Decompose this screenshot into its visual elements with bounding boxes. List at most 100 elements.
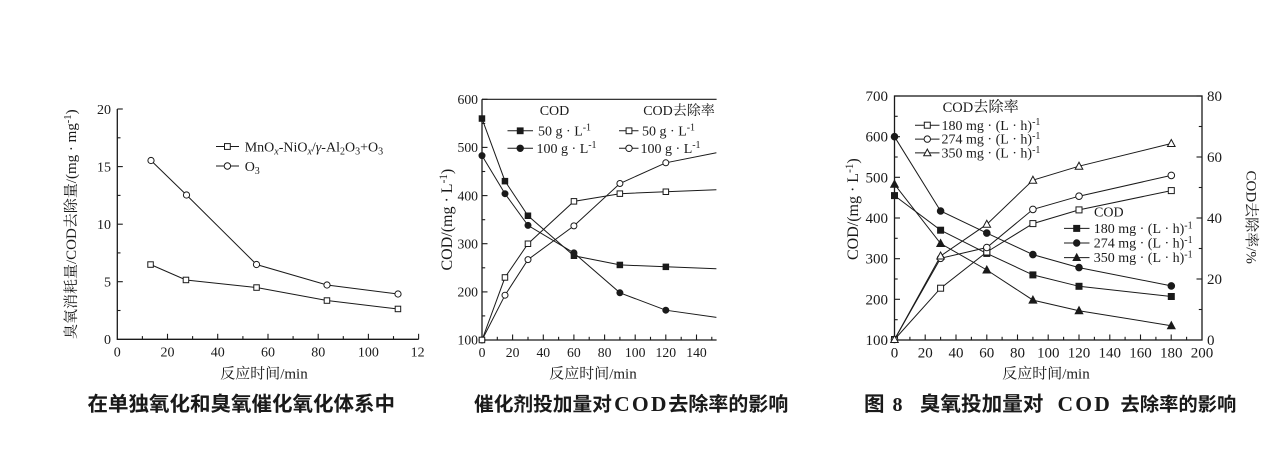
svg-text:COD: COD	[540, 104, 570, 119]
svg-text:0: 0	[104, 333, 111, 348]
svg-text:-1: -1	[63, 114, 74, 123]
svg-text:100: 100	[457, 333, 478, 348]
svg-text:-1: -1	[1032, 145, 1040, 156]
svg-text:0: 0	[479, 345, 486, 360]
svg-text:·: ·	[1009, 133, 1021, 148]
svg-text:·: ·	[1136, 251, 1148, 266]
svg-text:·: ·	[1161, 251, 1173, 266]
svg-text:COD/(mg: COD/(mg	[845, 196, 862, 260]
svg-text:mg: mg	[64, 123, 80, 143]
svg-text:h): h)	[1173, 251, 1185, 266]
svg-text:80: 80	[1207, 89, 1222, 105]
svg-text:/COD: /COD	[64, 228, 80, 264]
svg-text:3: 3	[378, 147, 383, 158]
svg-text:COD: COD	[643, 104, 673, 119]
svg-text:40: 40	[211, 346, 225, 361]
svg-text:180 mg: 180 mg	[942, 119, 984, 134]
svg-text:·: ·	[672, 142, 684, 157]
svg-text:200: 200	[457, 285, 478, 300]
svg-text:500: 500	[866, 170, 889, 186]
svg-text:400: 400	[866, 211, 889, 227]
svg-text:-1: -1	[844, 164, 856, 173]
svg-text:60: 60	[1207, 150, 1222, 166]
svg-text:x: x	[273, 147, 279, 158]
svg-text:COD: COD	[1094, 206, 1124, 221]
svg-text:600: 600	[457, 92, 478, 107]
svg-text:·: ·	[1136, 237, 1148, 252]
svg-text:·: ·	[64, 142, 80, 155]
svg-text:·: ·	[1009, 147, 1021, 162]
svg-text:L: L	[439, 183, 456, 193]
svg-text:100: 100	[358, 346, 379, 361]
svg-text:): )	[64, 109, 80, 114]
svg-text:(L: (L	[996, 119, 1009, 134]
svg-text:40: 40	[949, 345, 964, 361]
svg-text:40: 40	[1207, 211, 1222, 227]
svg-text:L: L	[678, 124, 687, 139]
svg-text:COD: COD	[1058, 392, 1113, 416]
svg-text:140: 140	[1099, 345, 1122, 361]
svg-text:h): h)	[1020, 119, 1032, 134]
svg-text:L: L	[845, 173, 862, 183]
svg-text:80: 80	[598, 345, 612, 360]
svg-text:20: 20	[506, 345, 520, 360]
svg-text:20: 20	[97, 103, 111, 118]
svg-text:x: x	[307, 147, 313, 158]
svg-text:100: 100	[866, 333, 889, 349]
svg-text:350 mg: 350 mg	[942, 147, 984, 162]
svg-text:/: /	[312, 140, 316, 155]
svg-text:O: O	[245, 160, 255, 175]
svg-text:): )	[845, 158, 862, 163]
svg-text:h): h)	[1173, 237, 1185, 252]
svg-text:3: 3	[355, 147, 360, 158]
svg-text:L: L	[580, 142, 589, 157]
svg-text:-1: -1	[1032, 131, 1040, 142]
svg-text:3: 3	[255, 166, 260, 177]
svg-text:700: 700	[866, 89, 889, 105]
svg-text:140: 140	[686, 345, 707, 360]
svg-text:15: 15	[97, 160, 111, 175]
svg-text:274 mg: 274 mg	[1094, 237, 1136, 252]
svg-text:100: 100	[1037, 345, 1060, 361]
svg-text:COD: COD	[1243, 171, 1259, 203]
svg-text:600: 600	[866, 130, 889, 146]
svg-text:300: 300	[457, 236, 478, 251]
svg-text:100: 100	[625, 345, 646, 360]
svg-text:120: 120	[656, 345, 677, 360]
svg-text:/min: /min	[1062, 367, 1090, 383]
svg-text:O: O	[345, 140, 355, 155]
svg-text:20: 20	[161, 346, 175, 361]
svg-text:300: 300	[866, 252, 889, 268]
svg-text:·: ·	[1009, 119, 1021, 134]
svg-text:-NiO: -NiO	[279, 140, 308, 155]
svg-text:50 g: 50 g	[642, 124, 667, 139]
svg-text:5: 5	[104, 276, 111, 291]
svg-text:-1: -1	[1184, 250, 1192, 261]
svg-text:274 mg: 274 mg	[942, 133, 984, 148]
svg-text:80: 80	[1010, 345, 1025, 361]
svg-text:·: ·	[439, 193, 456, 206]
svg-text:(L: (L	[1148, 251, 1161, 266]
svg-text:40: 40	[536, 345, 550, 360]
svg-text:/%: /%	[1243, 247, 1259, 264]
svg-text:-1: -1	[1184, 235, 1192, 246]
svg-text:50 g: 50 g	[538, 124, 563, 139]
svg-text:L: L	[574, 124, 583, 139]
svg-text:0: 0	[114, 346, 121, 361]
svg-text:350 mg: 350 mg	[1094, 251, 1136, 266]
svg-text:(L: (L	[1148, 222, 1161, 237]
svg-text:·: ·	[984, 133, 996, 148]
svg-text:·: ·	[1136, 222, 1148, 237]
svg-text:·: ·	[1161, 237, 1173, 252]
svg-text:·: ·	[1161, 222, 1173, 237]
svg-text:(L: (L	[996, 147, 1009, 162]
svg-text:20: 20	[918, 345, 933, 361]
svg-text:γ: γ	[316, 140, 322, 155]
svg-text:500: 500	[457, 140, 478, 155]
svg-text:60: 60	[261, 346, 275, 361]
svg-text:80: 80	[311, 346, 325, 361]
svg-text:200: 200	[866, 292, 889, 308]
svg-text:-1: -1	[583, 123, 591, 134]
svg-text:120: 120	[1068, 345, 1091, 361]
svg-text:): )	[439, 169, 456, 174]
